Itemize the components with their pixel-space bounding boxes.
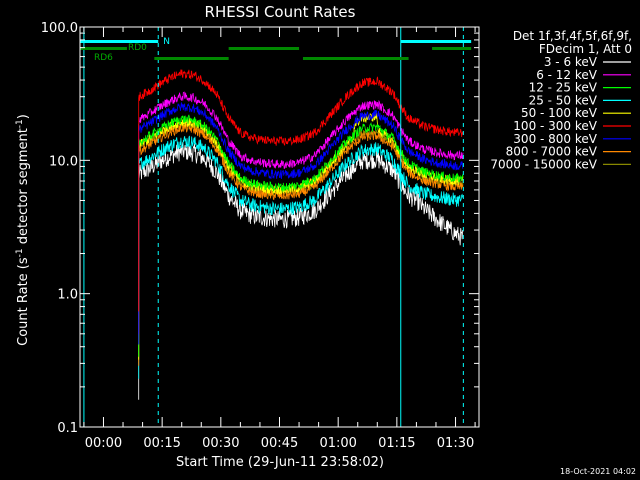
attenuator-bar-1 (400, 40, 472, 43)
rd-bar-2 (154, 57, 229, 60)
series-line-2 (138, 114, 464, 357)
legend: Det 1f,3f,4f,5f,6f,9f,FDecim 1, Att 03 -… (490, 29, 632, 171)
series-line-6 (138, 102, 464, 345)
legend-label-0: 3 - 6 keV (544, 55, 598, 69)
legend-label-1: 6 - 12 keV (536, 68, 598, 82)
rd-bar-3 (302, 57, 409, 60)
legend-label-8: 7000 - 15000 keV (490, 157, 597, 171)
x-tick-label-1: 00:15 (143, 436, 180, 451)
plot-area: N RD0 RD6 (80, 27, 472, 427)
legend-label-6: 300 - 800 keV (513, 132, 597, 146)
x-axis-label: Start Time (29-Jun-11 23:58:02) (176, 455, 384, 470)
y-tick-label-0: 0.1 (57, 421, 78, 436)
series-line-3 (138, 135, 464, 379)
rd6-label: RD6 (94, 53, 113, 63)
x-tick-label-3: 00:45 (261, 436, 298, 451)
y-tick-label-2: 10.0 (49, 154, 78, 169)
x-tick-label-5: 01:15 (378, 436, 415, 451)
chart-title: RHESSI Count Rates (205, 3, 356, 21)
x-tick-label-4: 01:00 (319, 436, 356, 451)
legend-label-5: 100 - 300 keV (513, 119, 597, 133)
legend-label-3: 25 - 50 keV (529, 93, 598, 107)
y-tick-label-1: 1.0 (57, 288, 78, 303)
series-line-5 (138, 69, 464, 312)
y-axis-label: Count Rate (s-1 detector segment-1) (15, 114, 31, 346)
y-axis-label-sup1: -1 (15, 248, 25, 257)
x-tick-label-6: 01:30 (437, 436, 474, 451)
legend-label-2: 12 - 25 keV (529, 81, 598, 95)
rd0-label: RD0 (128, 43, 147, 53)
series-line-1 (138, 91, 464, 335)
x-tick-label-0: 00:00 (85, 436, 122, 451)
timestamp-label: 18-Oct-2021 04:02 (560, 467, 636, 476)
rd-bar-4 (432, 47, 472, 50)
legend-label-7: 800 - 7000 keV (506, 145, 598, 159)
plot-frame (79, 26, 480, 428)
series-group (138, 69, 464, 400)
attenuator-bar-0 (80, 40, 159, 43)
legend-label-4: 50 - 100 keV (521, 106, 598, 120)
legend-header-0: Det 1f,3f,4f,5f,6f,9f, (513, 29, 632, 43)
axes: 0.1 1.0 10.0 100.0 00:00 00:15 00:30 00:45 01:00… (41, 21, 480, 451)
x-tick-label-2: 00:30 (202, 436, 239, 451)
y-axis-label-mid: detector segment (16, 128, 31, 248)
legend-header-1: FDecim 1, Att 0 (539, 42, 632, 56)
y-axis-label-sup2: -1 (15, 119, 25, 128)
rd-bar-0 (80, 47, 127, 50)
y-axis-label-end: ) (16, 114, 31, 119)
y-tick-label-3: 100.0 (41, 21, 78, 36)
rd-bar-1 (228, 47, 300, 50)
y-axis-label-main: Count Rate (s (16, 257, 31, 346)
series-line-0 (138, 142, 464, 400)
attenuator-label-0: N (163, 37, 170, 47)
